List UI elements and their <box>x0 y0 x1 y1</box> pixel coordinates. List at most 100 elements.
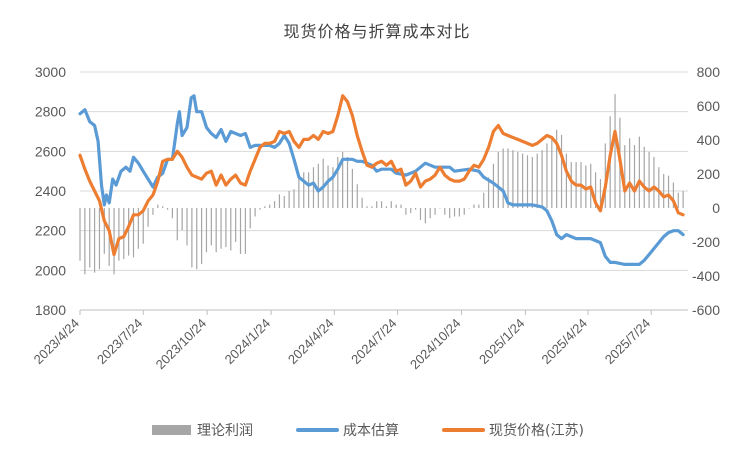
profit-bar <box>162 206 164 208</box>
profit-bar <box>517 151 519 208</box>
profit-bar <box>371 206 373 208</box>
profit-bar <box>356 184 358 208</box>
legend-swatch-profit <box>152 425 191 435</box>
right-tick-label: 200 <box>697 166 721 182</box>
profit-bar <box>570 162 572 208</box>
left-tick-label: 1800 <box>35 302 66 318</box>
profit-bar <box>298 177 300 208</box>
profit-bar <box>551 136 553 208</box>
profit-bar <box>137 208 139 249</box>
profit-bar <box>604 143 606 208</box>
right-tick-label: -600 <box>692 302 720 318</box>
profit-bar <box>410 208 412 214</box>
profit-bar <box>322 158 324 208</box>
profit-bar <box>205 208 208 253</box>
profit-bar <box>118 208 120 261</box>
profit-bar <box>512 150 514 208</box>
legend-label-spot: 现货价格(江苏) <box>489 422 584 439</box>
profit-bar <box>332 167 334 208</box>
profit-bar <box>599 179 602 208</box>
profit-bar <box>181 208 183 231</box>
left-tick-label: 2800 <box>35 104 66 120</box>
profit-bar <box>415 208 417 210</box>
profit-bar <box>463 208 465 215</box>
right-tick-label: 600 <box>697 98 721 114</box>
profit-bar <box>536 153 538 208</box>
profit-bar <box>444 208 446 215</box>
profit-bar <box>308 172 310 208</box>
profit-bar <box>633 145 636 208</box>
profit-bar <box>419 208 422 220</box>
profit-bar <box>648 151 650 208</box>
profit-bar <box>327 165 329 208</box>
legend: 理论利润 成本估算 现货价格(江苏) <box>152 422 584 439</box>
profit-bar <box>293 189 295 208</box>
right-tick-label: -200 <box>692 234 720 250</box>
profit-bar <box>273 201 276 208</box>
profit-bar <box>468 208 470 209</box>
profit-bar <box>142 208 144 244</box>
profit-bar <box>424 208 426 224</box>
left-tick-label: 2200 <box>35 223 66 239</box>
profit-bar <box>376 201 378 208</box>
profit-bar <box>453 208 456 217</box>
profit-bar <box>585 165 587 208</box>
profit-bar <box>429 208 431 219</box>
profit-bar <box>439 208 441 209</box>
profit-bar <box>643 146 645 208</box>
profit-bar <box>614 94 616 208</box>
profit-bar <box>259 208 261 210</box>
profit-bar <box>191 208 193 268</box>
profit-bar <box>492 163 495 208</box>
profit-bar <box>337 157 339 208</box>
left-tick-label: 3000 <box>35 64 66 80</box>
profit-bar <box>303 172 305 208</box>
profit-bar <box>507 148 509 208</box>
profit-bar <box>312 167 315 208</box>
right-tick-label: 0 <box>712 200 720 216</box>
profit-bar <box>147 208 149 227</box>
profit-bar <box>380 201 383 208</box>
profit-bar <box>239 208 242 254</box>
profit-bar <box>93 208 96 273</box>
profit-bar <box>434 208 436 215</box>
profit-bar <box>478 204 480 208</box>
profit-bar <box>658 167 660 208</box>
profit-bar <box>638 136 640 208</box>
profit-bar <box>449 208 451 219</box>
profit-bar <box>171 208 174 219</box>
right-tick-label: 400 <box>697 132 721 148</box>
profit-bar <box>682 191 684 208</box>
gridlines <box>80 71 688 311</box>
profit-bar <box>269 204 271 208</box>
profit-bar <box>235 208 237 242</box>
profit-bar <box>249 208 251 229</box>
right-tick-label: -400 <box>692 268 720 284</box>
profit-bar <box>186 208 188 246</box>
chart-title: 现货价格与折算成本对比 <box>283 22 470 41</box>
profit-bar <box>565 153 567 208</box>
legend-label-cost: 成本估算 <box>343 423 399 439</box>
profit-bar <box>400 204 402 208</box>
profit-bar <box>152 208 154 215</box>
profit-bar <box>385 206 388 208</box>
profit-bar <box>556 129 558 208</box>
cost-line <box>78 94 685 266</box>
profit-bar <box>113 208 115 275</box>
profit-bar <box>366 206 368 208</box>
profit-bar <box>653 157 655 208</box>
profit-bar <box>526 155 529 208</box>
profit-bar <box>132 208 135 258</box>
profit-bar <box>629 138 631 208</box>
profit-bar <box>157 204 159 208</box>
profit-bar <box>196 208 198 270</box>
profit-bar <box>473 204 475 208</box>
series-lines <box>78 94 685 266</box>
right-tick-label: 800 <box>697 64 721 80</box>
profit-bar <box>502 148 504 208</box>
profit-bar <box>677 192 679 208</box>
profit-bar <box>225 208 227 248</box>
profit-bar <box>395 204 397 208</box>
profit-bar <box>594 172 597 208</box>
profit-bar <box>244 208 246 254</box>
